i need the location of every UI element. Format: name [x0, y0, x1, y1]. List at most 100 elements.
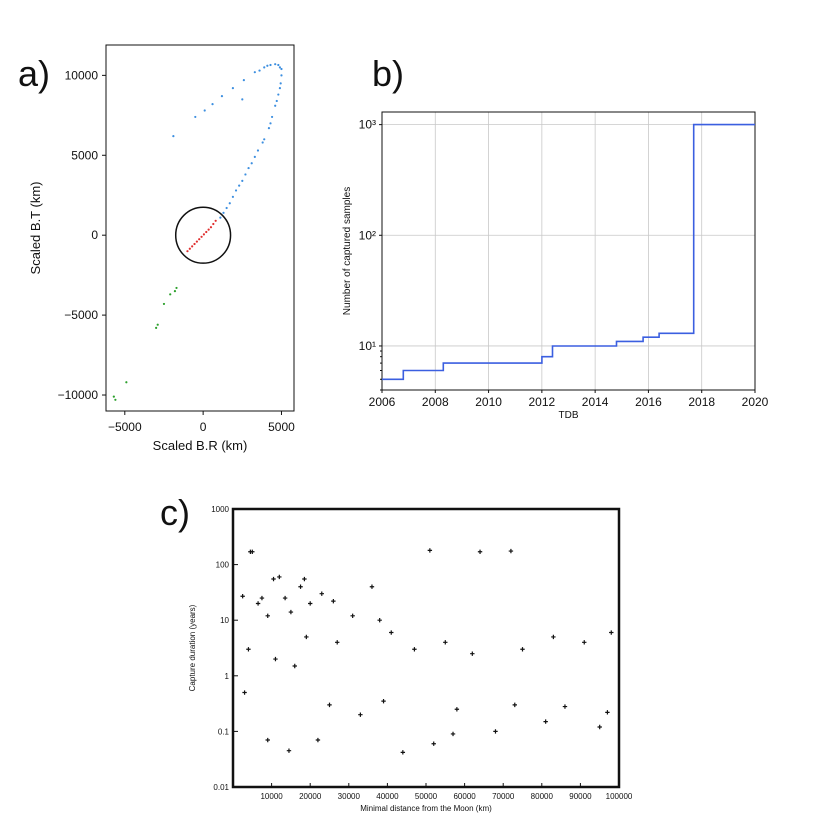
- panel-c-point: [255, 601, 261, 606]
- panel-a-point: [241, 98, 244, 101]
- panel-c-point: [493, 729, 498, 734]
- panel-a-ytick-label: 5000: [71, 148, 98, 162]
- panel-c-point: [427, 548, 433, 553]
- panel-c-point: [508, 548, 514, 554]
- panel-a-point: [209, 226, 213, 229]
- panel-c-point: [562, 704, 568, 709]
- panel-b-xtick-label: 2010: [475, 395, 502, 409]
- panel-a-point: [162, 302, 166, 306]
- panel-c-ytick-label: 0.01: [213, 783, 229, 792]
- panel-c-point: [443, 640, 448, 645]
- panel-b-xlabel: TDB: [559, 410, 579, 421]
- panel-a-point: [279, 82, 282, 85]
- panel-c-point: [302, 576, 307, 582]
- panel-c-point: [582, 640, 587, 645]
- panel-c-point: [288, 609, 294, 615]
- panel-a-point: [269, 63, 272, 67]
- panel-b-xtick-label: 2018: [688, 395, 715, 409]
- panel-a-point: [155, 326, 158, 329]
- panel-b-xtick-label: 2012: [529, 395, 556, 409]
- panel-a-point: [228, 202, 231, 205]
- panel-a-point: [269, 122, 272, 125]
- panel-b-ytick-label: 10³: [359, 118, 376, 132]
- panel-a-point: [263, 138, 266, 141]
- panel-c-point: [304, 634, 309, 640]
- panel-a-point: [169, 293, 172, 296]
- panel-a-point: [231, 87, 234, 90]
- panel-a-point: [242, 79, 245, 82]
- panel-a-xtick-label: −5000: [108, 420, 142, 434]
- panel-c-point: [377, 618, 382, 623]
- panel-c-point: [597, 724, 602, 730]
- panel-c-point: [259, 595, 265, 601]
- panel-c-point: [609, 630, 614, 635]
- panel-c-ytick-label: 10: [220, 616, 229, 625]
- panel-b-line: [382, 123, 755, 381]
- panel-a-point: [261, 141, 264, 144]
- panel-c-point: [308, 601, 313, 606]
- panel-a-ytick-label: 10000: [65, 68, 99, 82]
- panel-a-point: [253, 71, 256, 74]
- panel-c-point: [470, 651, 475, 656]
- panel-b-ytick-label: 10¹: [359, 339, 376, 353]
- panel-b-ylabel: Number of captured samples: [342, 187, 353, 315]
- panel-c-point: [381, 698, 386, 704]
- panel-c-point: [331, 598, 336, 604]
- panel-a-point: [258, 69, 261, 72]
- panel-a-point: [222, 211, 225, 214]
- panel-c-point: [450, 731, 456, 737]
- panel-c-xtick-label: 100000: [606, 792, 633, 801]
- panel-a-point: [270, 115, 274, 119]
- panel-a-point: [212, 222, 215, 226]
- panel-a-point: [195, 240, 198, 243]
- panel-a-ytick-label: 0: [91, 228, 98, 242]
- panel-c-point: [327, 702, 332, 708]
- panel-c-point: [551, 634, 556, 640]
- panel-a-circle: [174, 206, 232, 264]
- panel-a-point: [156, 323, 159, 326]
- panel-b-xtick-label: 2020: [742, 395, 769, 409]
- panel-c-point: [454, 707, 460, 712]
- panel-a-xtick-label: 5000: [268, 420, 295, 434]
- panel-a-point: [175, 286, 178, 290]
- panel-a-point: [278, 66, 281, 69]
- panel-c-point: [240, 594, 245, 599]
- panel-a-point: [238, 184, 241, 187]
- panel-a-point: [214, 219, 217, 222]
- panel-c-ytick-label: 0.1: [218, 727, 230, 736]
- panel-a-point: [263, 66, 266, 69]
- panel-c-ylabel: Capture duration (years): [188, 604, 197, 691]
- panel-c-point: [350, 613, 355, 618]
- panel-c-point: [389, 630, 394, 635]
- panel-a-point: [266, 64, 269, 67]
- panel-a-ytick-label: −10000: [58, 388, 99, 402]
- panel-c-point: [400, 750, 406, 755]
- panel-a-point: [207, 228, 210, 231]
- panel-a-point: [280, 67, 283, 71]
- panel-a-point: [186, 250, 189, 253]
- panel-b-xtick-label: 2008: [422, 395, 449, 409]
- panel-c-xtick-label: 60000: [453, 792, 476, 801]
- panel-c-point: [273, 656, 278, 662]
- panel-c-point: [248, 549, 253, 554]
- panel-a-ylabel: Scaled B.T (km): [28, 182, 43, 275]
- panel-c-point: [315, 737, 321, 743]
- panel-a-point: [219, 216, 222, 219]
- panel-a-point: [194, 115, 197, 119]
- panel-a-point: [278, 87, 281, 90]
- panel-a-point: [203, 109, 206, 112]
- panel-a-point: [202, 233, 206, 236]
- panel-c-xtick-label: 30000: [338, 792, 361, 801]
- panel-c-point: [605, 710, 610, 715]
- panel-c-point: [271, 576, 276, 582]
- panel-c-point: [298, 584, 303, 589]
- panel-a-point: [193, 242, 196, 246]
- panel-a-point: [234, 189, 238, 192]
- panel-c-point: [246, 647, 251, 652]
- panel-a-point: [172, 135, 175, 138]
- panel-a-point: [277, 63, 280, 67]
- panel-c-xtick-label: 40000: [376, 792, 399, 801]
- panel-c-point: [319, 591, 324, 596]
- panel-a-label: a): [18, 53, 50, 94]
